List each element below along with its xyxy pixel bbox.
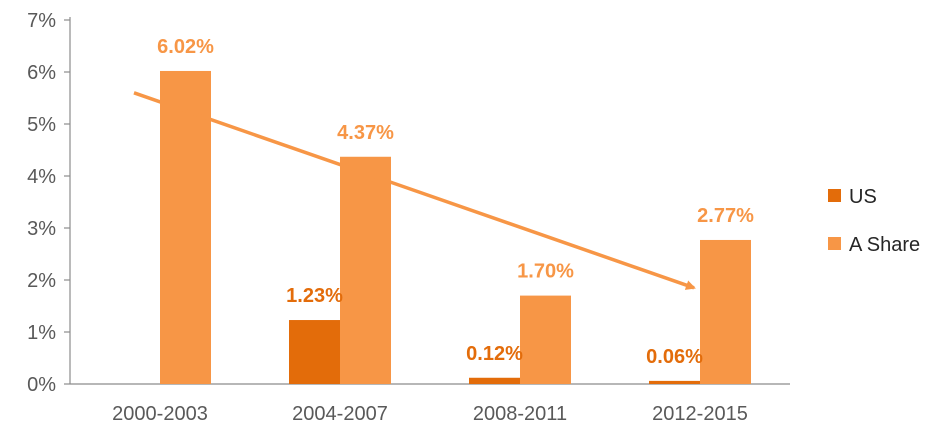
bar-a-share [700,239,751,384]
bar-a-share [340,156,391,384]
data-label: 6.02% [157,36,214,58]
bar-us [649,380,700,384]
bar-a-share [160,70,211,385]
data-label: 1.23% [286,285,343,307]
legend: US A Share [828,186,920,256]
legend-swatch [828,237,841,250]
bar-us [289,320,340,384]
legend-label: US [849,186,877,208]
trend-annotation [133,91,696,290]
x-tick-label: 2012-2015 [652,403,748,425]
data-labels: 1.23% 0.12% 0.06% 6.02% 4.37% 1.70% 2.77% [157,36,754,368]
y-tick-label: 5% [27,114,56,136]
legend-swatch [828,189,841,202]
bar-us [469,377,520,384]
y-tick-label: 4% [27,166,56,188]
x-axis: 2000-2003 2004-2007 2008-2011 2012-2015 [70,383,790,425]
y-tick-label: 3% [27,218,56,240]
x-tick-label: 2008-2011 [473,403,567,425]
data-label: 2.77% [697,205,754,227]
data-label: 1.70% [517,261,574,283]
data-label: 0.12% [466,343,523,365]
data-label: 4.37% [337,122,394,144]
x-tick-label: 2004-2007 [292,403,388,425]
trend-arrow [133,91,696,290]
legend-label: A Share [849,234,920,256]
data-label: 0.06% [646,346,703,368]
bar-a-share [520,295,571,384]
y-tick-label: 0% [27,374,56,396]
y-axis: 0% 1% 2% 3% 4% 5% 6% 7% [27,10,71,396]
y-tick-label: 7% [27,10,56,32]
y-tick-label: 2% [27,270,56,292]
bars [160,70,751,385]
y-tick-label: 1% [27,322,56,344]
y-tick-label: 6% [27,62,56,84]
x-tick-label: 2000-2003 [112,403,208,425]
